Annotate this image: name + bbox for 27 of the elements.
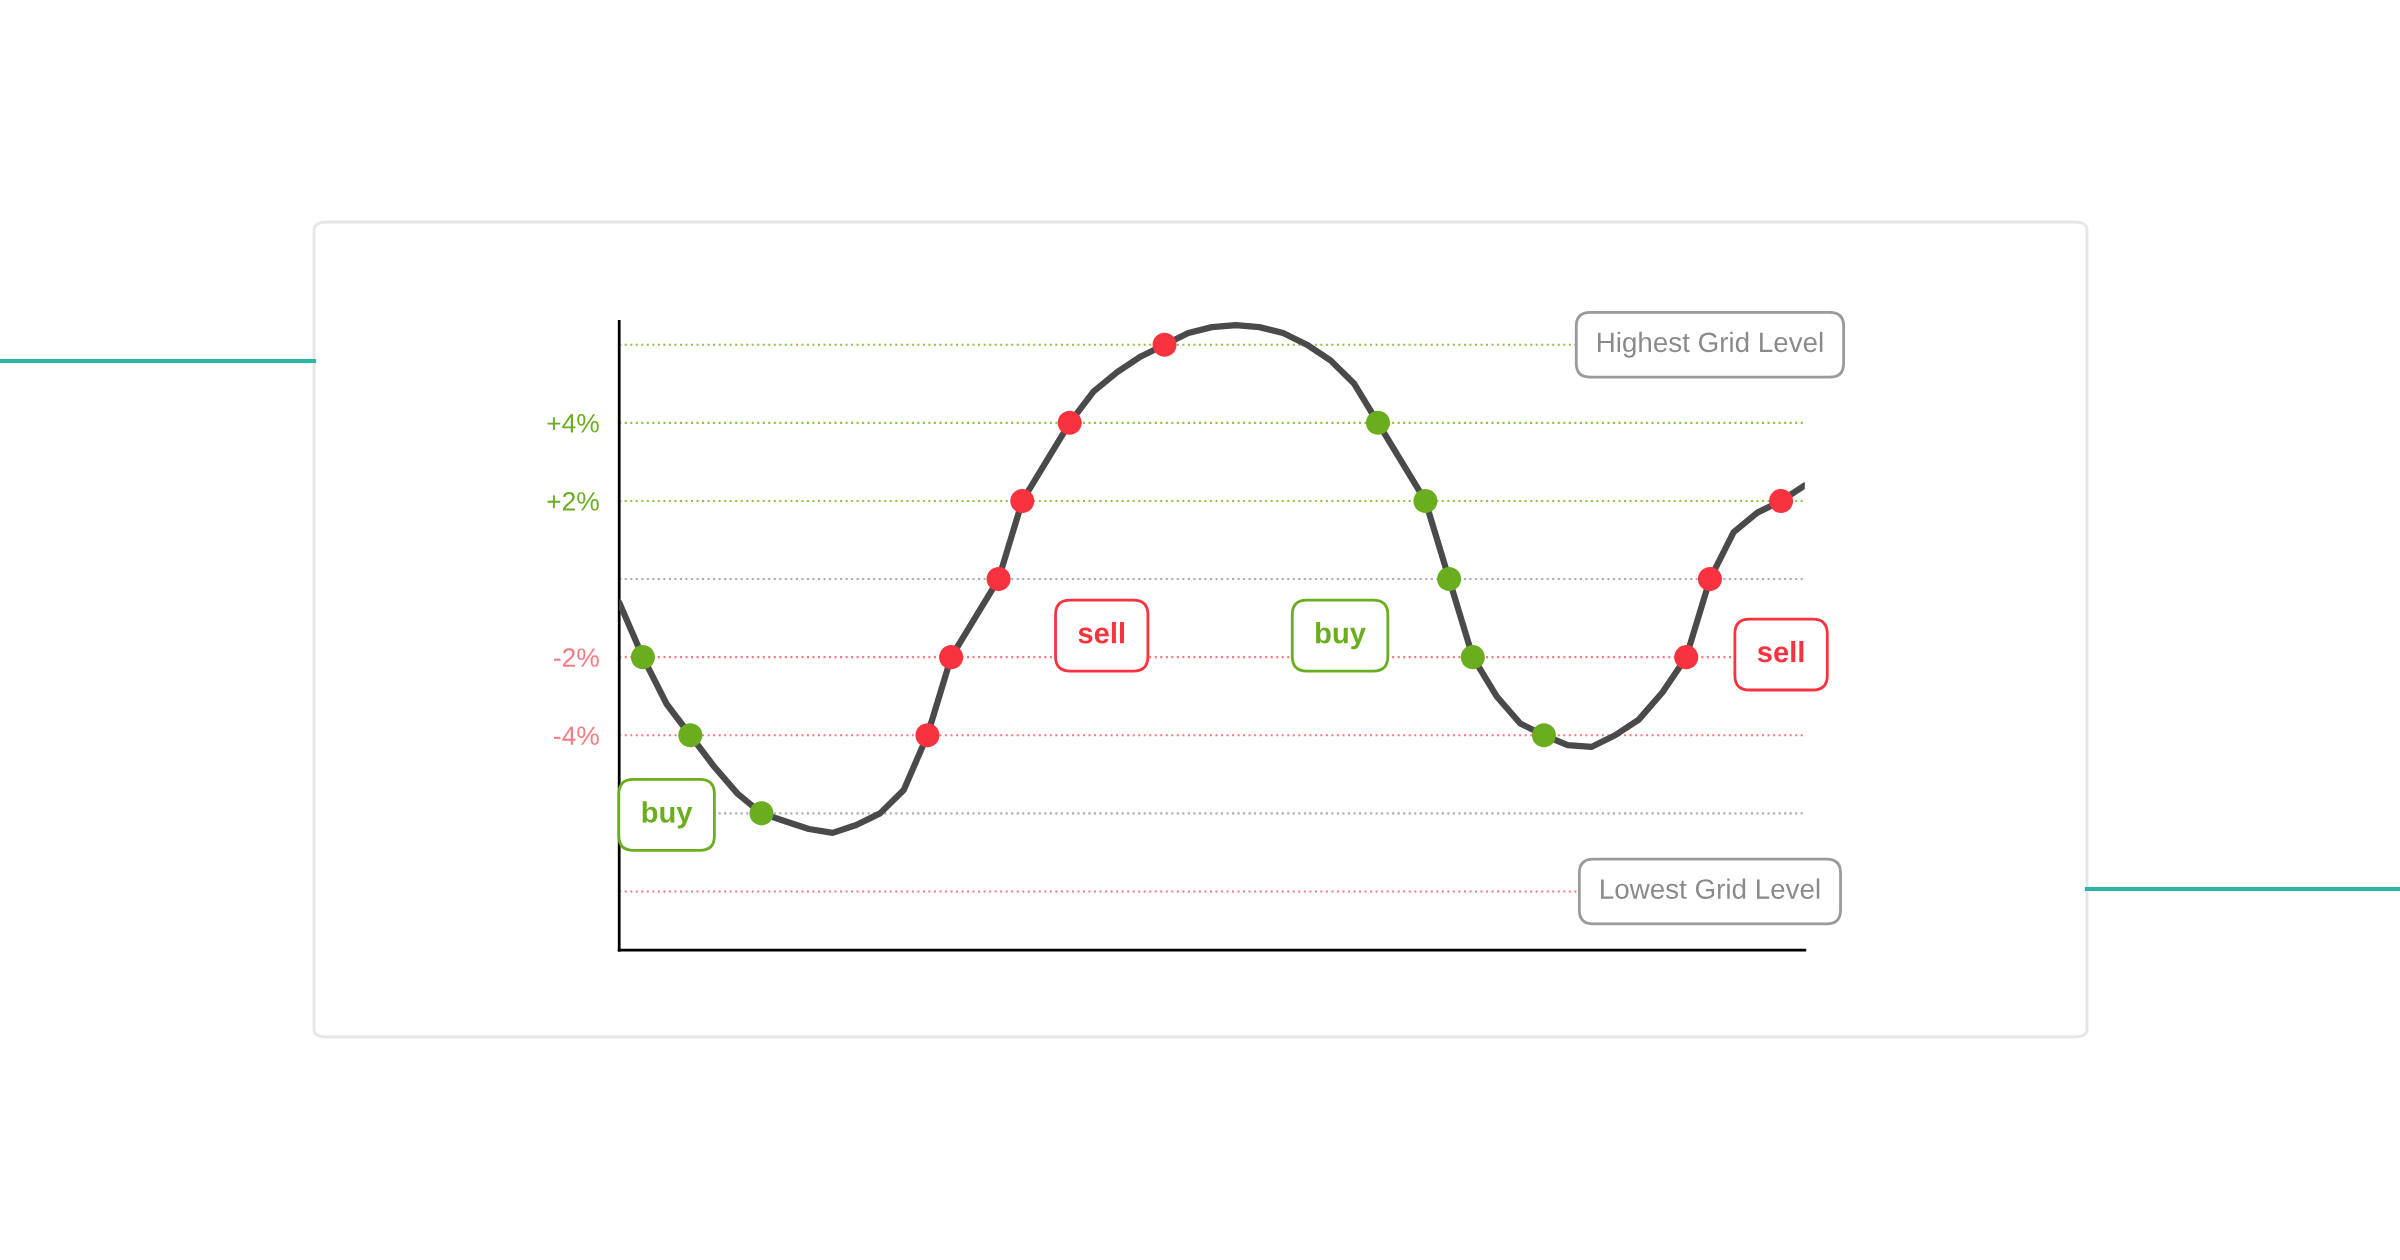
point — [1413, 488, 1438, 513]
annotation: buy — [642, 801, 693, 829]
point — [1531, 723, 1556, 748]
point — [1697, 567, 1722, 592]
point — [939, 645, 964, 670]
annotation: sell — [1757, 640, 1804, 663]
point — [1769, 488, 1794, 513]
y-tick-label: +2% — [547, 492, 599, 511]
point — [1365, 410, 1391, 435]
point — [1437, 567, 1462, 592]
y-tick-label: -2% — [554, 648, 599, 667]
point — [1152, 332, 1177, 357]
point — [749, 801, 774, 826]
point — [1010, 488, 1035, 513]
y-tick-label: -4% — [554, 726, 599, 745]
point — [1674, 645, 1699, 670]
point — [678, 723, 703, 748]
point — [1460, 645, 1485, 670]
annotation: buy — [1316, 622, 1366, 650]
annotation: sell — [1078, 622, 1124, 644]
point — [986, 567, 1011, 592]
point — [1057, 410, 1082, 435]
ref-line-label: Highest Grid Level — [1597, 331, 1823, 358]
ref-line-label: Lowest Grid Level — [1601, 878, 1820, 899]
y-tick-label: +4% — [547, 414, 599, 433]
point — [630, 645, 655, 670]
point — [915, 723, 940, 748]
